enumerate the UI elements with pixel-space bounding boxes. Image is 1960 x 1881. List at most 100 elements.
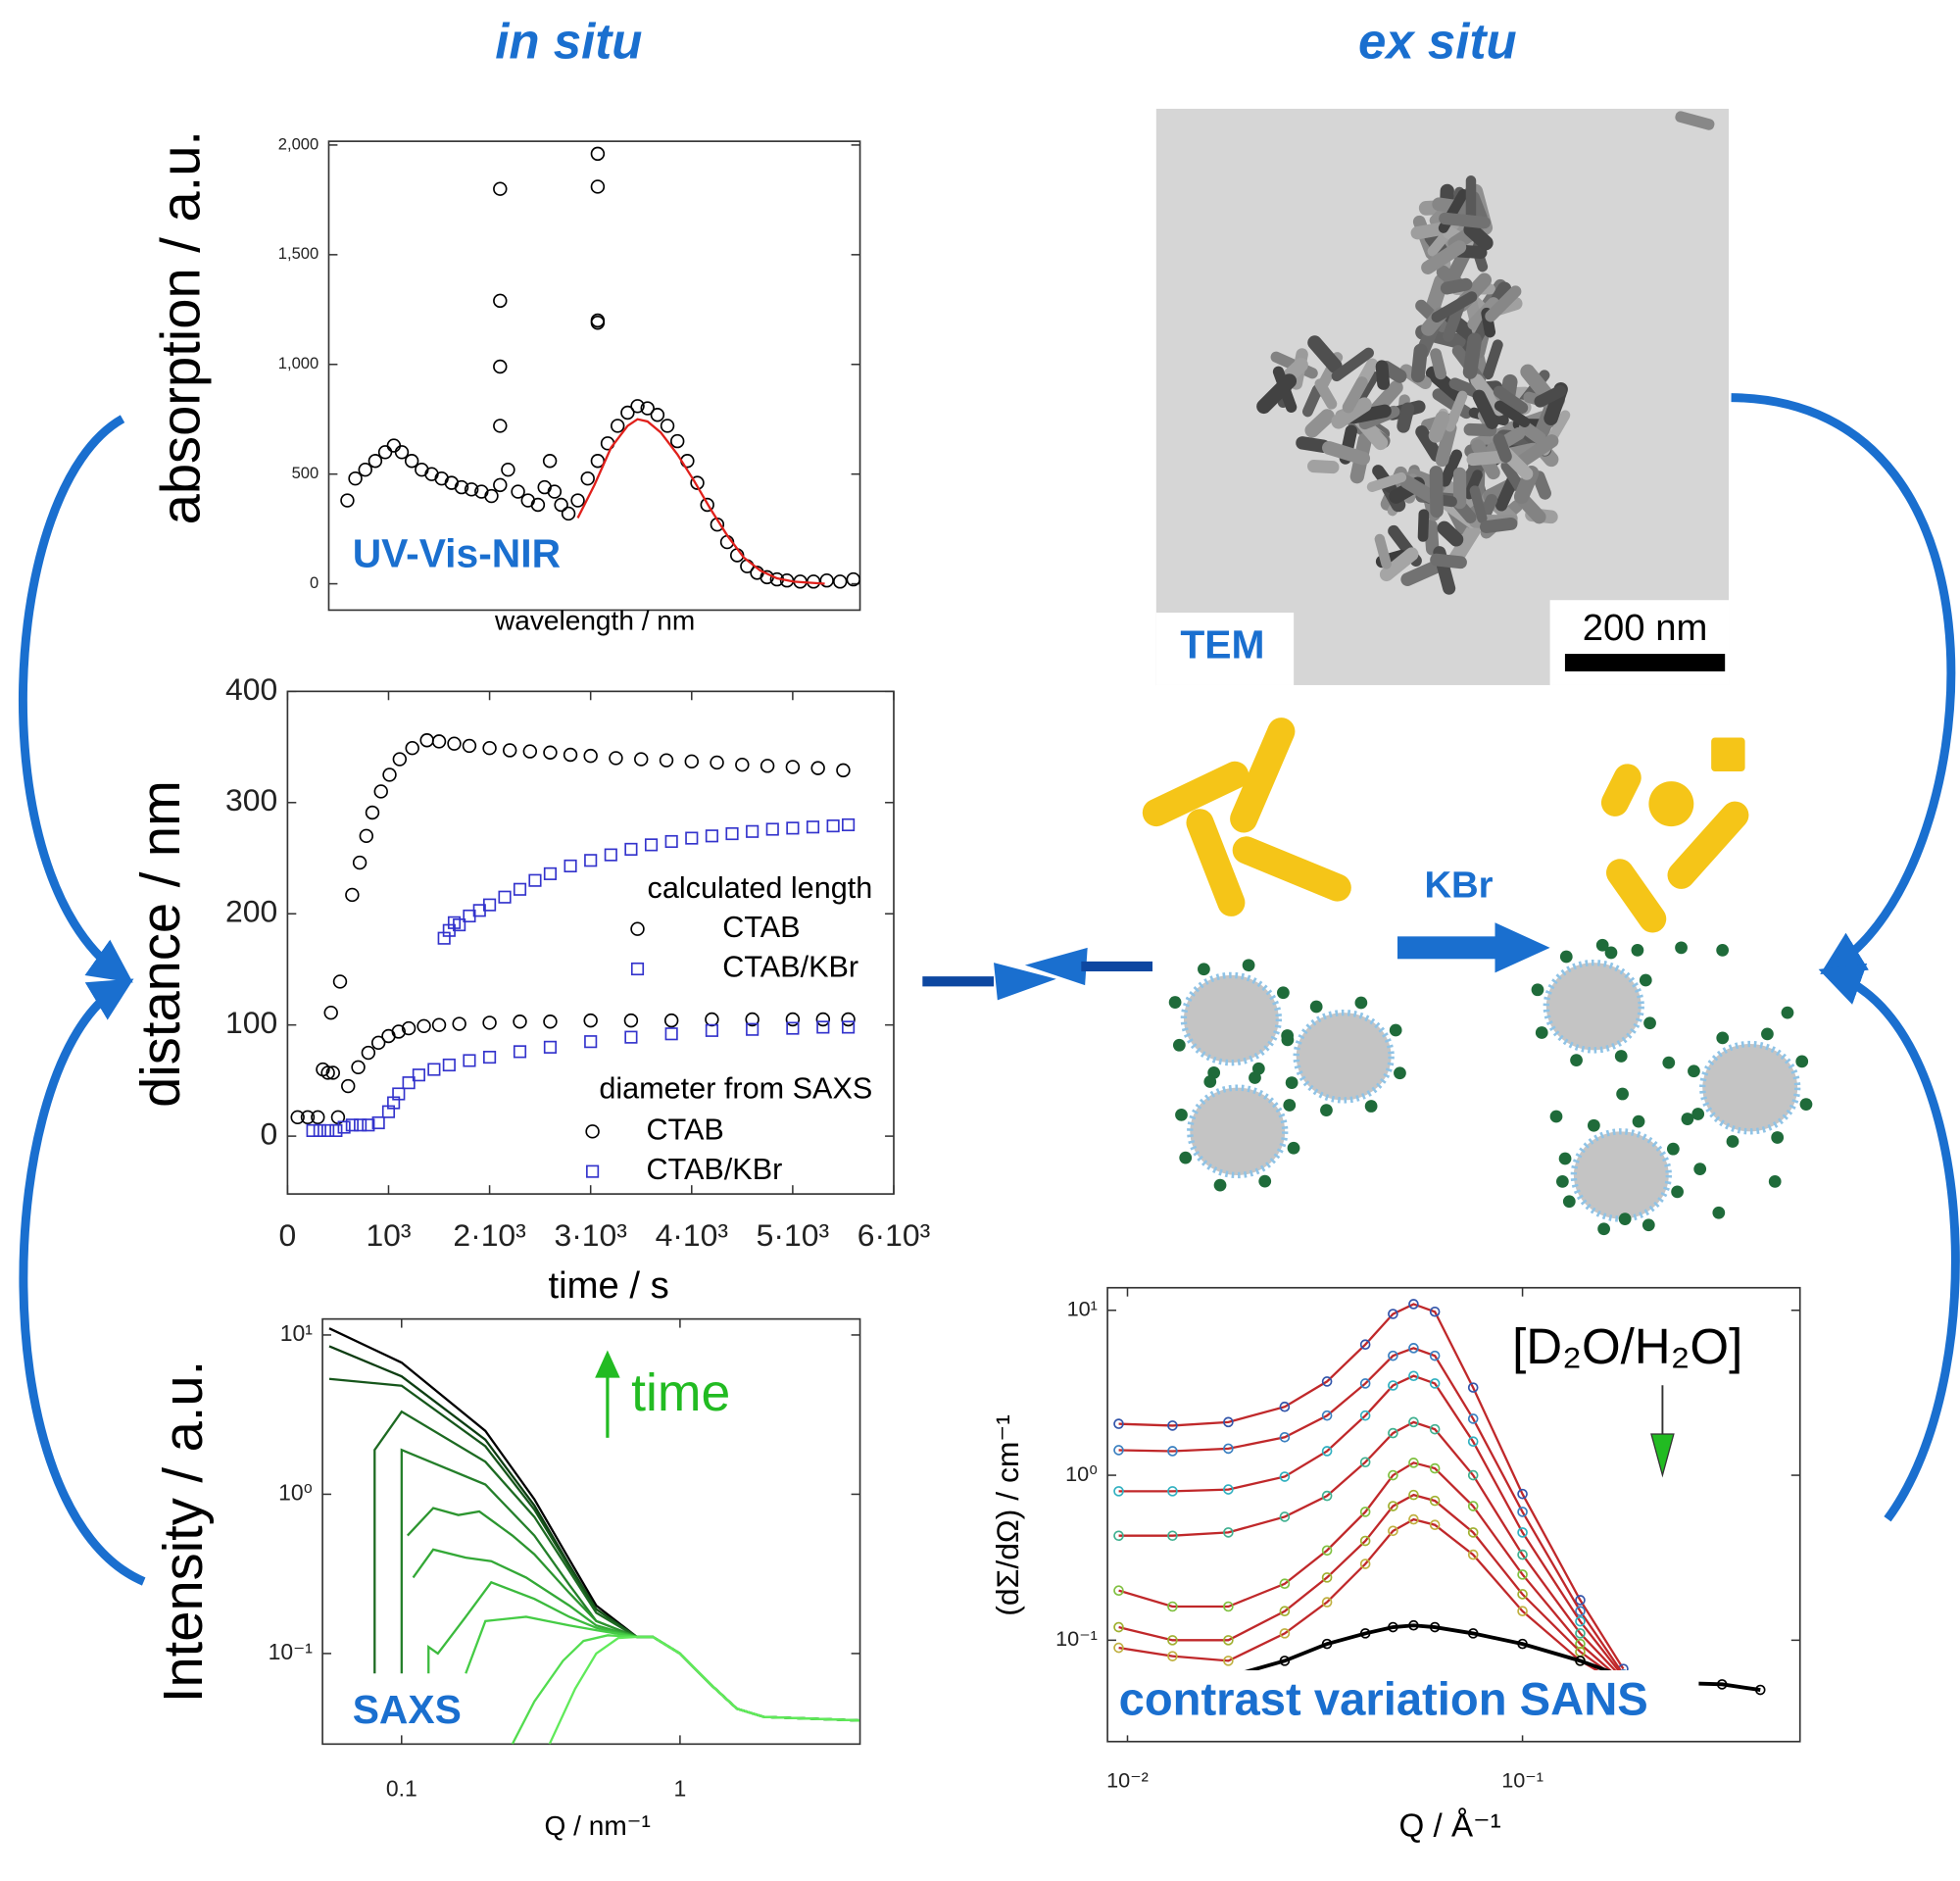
x-axis-label: Q / Å⁻¹ [1399, 1808, 1501, 1845]
tem-rod [1415, 425, 1444, 463]
data-point [1517, 1638, 1528, 1650]
free-surfactant [1662, 1056, 1676, 1069]
tem-rod [1296, 436, 1331, 454]
tem-rod [1469, 485, 1488, 523]
tem-rod [1479, 518, 1518, 533]
data-point [816, 1020, 830, 1034]
scale-bar [1564, 654, 1726, 671]
data-point [493, 477, 508, 493]
tem-rod [1348, 404, 1392, 424]
free-surfactant [1768, 1174, 1782, 1188]
data-point [1321, 1572, 1333, 1583]
surfactant-head [1570, 1054, 1583, 1066]
data-point [659, 753, 674, 767]
data-point [842, 817, 856, 832]
surfactant-head [1285, 1076, 1298, 1089]
rod [1600, 764, 1642, 817]
data-point [442, 1058, 456, 1072]
data-point [419, 733, 434, 748]
data-point [570, 493, 585, 508]
tem-rod [1304, 409, 1335, 438]
data-point [452, 1016, 466, 1031]
data-point [1429, 1350, 1441, 1361]
data-point [453, 918, 466, 932]
data-point [528, 873, 542, 887]
data-point [1321, 1545, 1333, 1557]
data-point [368, 454, 383, 469]
tem-rod [1430, 553, 1467, 569]
data-line [465, 1615, 859, 1722]
data-point [1754, 1684, 1766, 1696]
data-point [311, 1110, 325, 1125]
data-point [482, 740, 497, 756]
data-point [464, 482, 479, 497]
data-point [846, 571, 860, 587]
data-point [1223, 1601, 1234, 1612]
legend-title: calculated length [648, 871, 873, 905]
free-surfactant [1716, 943, 1730, 957]
surfactant-head [1172, 1038, 1186, 1052]
surfactant-head [1642, 1218, 1655, 1232]
data-point [786, 1021, 800, 1035]
surfactant-head [1179, 1151, 1193, 1164]
tem-rod [1429, 466, 1444, 519]
surfactant-head [1175, 1108, 1188, 1121]
data-point [513, 1015, 527, 1029]
tem-rod [1428, 411, 1450, 443]
tem-rod [1307, 335, 1343, 373]
surfactant-head [1799, 1098, 1813, 1112]
micelle-core [1187, 1084, 1289, 1179]
data-point [785, 1012, 801, 1027]
tem-rod [1675, 111, 1715, 130]
free-surfactant [1693, 1163, 1707, 1175]
data-point [1388, 1427, 1398, 1439]
data-point [391, 1024, 406, 1039]
data-point [580, 470, 595, 486]
tem-rod [1440, 277, 1473, 295]
surfactant-head [1535, 1026, 1548, 1039]
data-point [313, 1123, 326, 1138]
data-point [1223, 1484, 1234, 1495]
chart: absorption / a.u. wavelength / nm 0 500 1,00… [150, 130, 861, 636]
data-point [431, 734, 447, 749]
x-tick-label: 1 [674, 1776, 687, 1802]
data-point [785, 760, 801, 774]
data-point [705, 829, 718, 843]
x-axis-label: wavelength / nm [494, 606, 695, 636]
data-point [345, 1118, 359, 1132]
data-point [351, 1060, 366, 1074]
data-point [462, 738, 477, 754]
y-tick-label: 10⁻¹ [269, 1639, 314, 1664]
data-point [1467, 1628, 1479, 1639]
micelle-core [1293, 1009, 1395, 1104]
tem-rod [1375, 360, 1391, 390]
data-point [640, 401, 655, 416]
legend-marker [585, 1124, 600, 1139]
data-line [406, 1507, 859, 1722]
data-point [1408, 1458, 1419, 1468]
data-point [483, 898, 497, 912]
exchange-arrows [922, 947, 1153, 1001]
x-tick-label: 2·10³ [453, 1217, 525, 1253]
contrast-arrow-head [1650, 1433, 1675, 1478]
data-point [650, 408, 665, 422]
data-point [502, 743, 517, 758]
tem-rod [1516, 434, 1559, 468]
data-point [482, 1015, 497, 1030]
data-point [745, 1012, 760, 1027]
data-point [554, 497, 568, 513]
data-line [511, 1634, 859, 1745]
data-point [1517, 1488, 1528, 1500]
data-point [1467, 1382, 1479, 1393]
data-point [806, 820, 820, 834]
surfactant-head [1716, 1031, 1730, 1045]
cycle-arrow [1731, 393, 1956, 975]
data-point [361, 1045, 376, 1061]
data-point [815, 1012, 831, 1027]
surfactant-head [1242, 959, 1255, 972]
data-point [522, 744, 538, 759]
data-point [1321, 1490, 1333, 1502]
surfactant-head [1320, 1104, 1333, 1116]
data-point [1517, 1549, 1528, 1560]
